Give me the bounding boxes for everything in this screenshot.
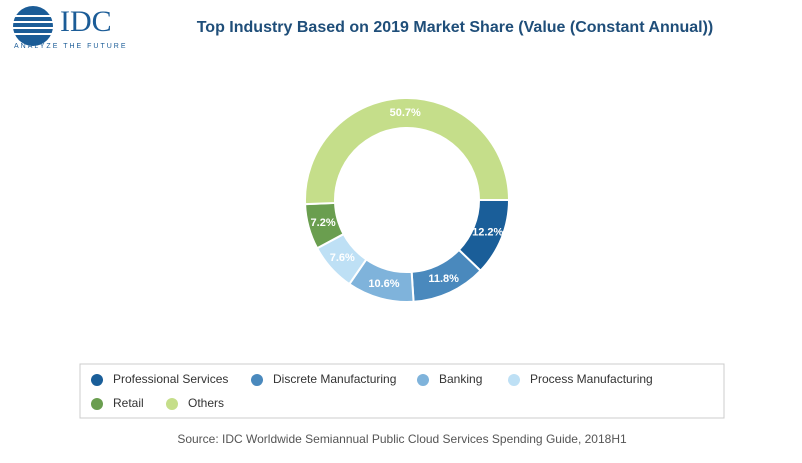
- data-label: 50.7%: [390, 107, 421, 119]
- logo-stripes: [12, 15, 54, 35]
- legend-label: Banking: [439, 372, 482, 386]
- logo-globe: [13, 6, 53, 46]
- data-label: 12.2%: [472, 226, 503, 238]
- donut-slice: [304, 97, 511, 206]
- logo-tagline: ANALYZE THE FUTURE: [14, 43, 128, 50]
- logo: IDC ANALYZE THE FUTURE: [12, 5, 128, 50]
- data-label: 7.2%: [311, 217, 336, 229]
- legend-box: [79, 363, 725, 419]
- legend-swatch: [508, 374, 520, 386]
- chart-title: Top Industry Based on 2019 Market Share …: [197, 19, 714, 36]
- data-label: 7.6%: [330, 252, 355, 264]
- data-label: 10.6%: [368, 278, 399, 290]
- legend-swatch: [251, 374, 263, 386]
- legend-swatch: [417, 374, 429, 386]
- legend-label: Professional Services: [113, 372, 228, 386]
- legend-label: Process Manufacturing: [530, 372, 653, 386]
- source-note: Source: IDC Worldwide Semiannual Public …: [177, 432, 627, 446]
- legend-swatch: [166, 398, 178, 410]
- legend-label: Discrete Manufacturing: [273, 372, 396, 386]
- legend-swatch: [91, 398, 103, 410]
- legend-swatch: [91, 374, 103, 386]
- legend-label: Others: [188, 396, 224, 410]
- legend-label: Retail: [113, 396, 144, 410]
- data-label: 11.8%: [428, 273, 459, 285]
- logo-name: IDC: [60, 5, 112, 38]
